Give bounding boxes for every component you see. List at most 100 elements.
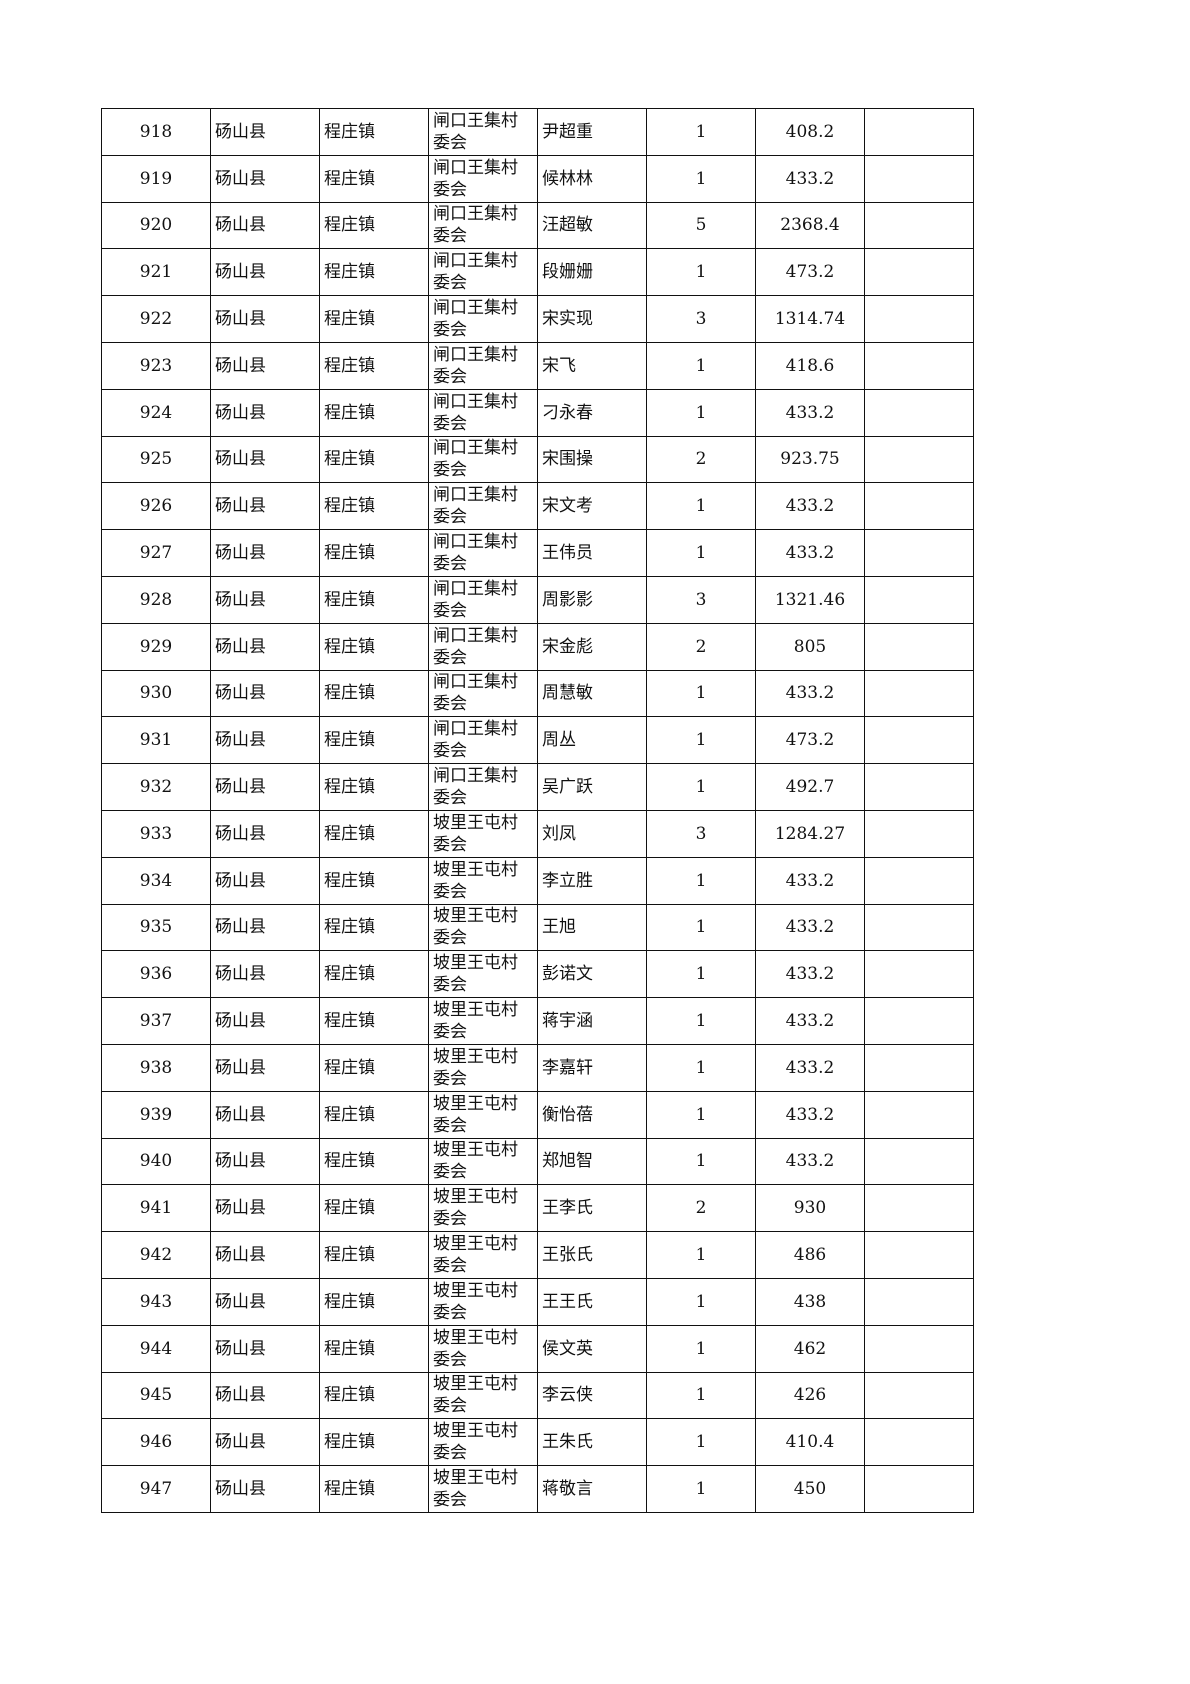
village-cell: 坡里王屯村委会 <box>428 1277 538 1326</box>
person-name-cell: 郑旭智 <box>537 1137 647 1186</box>
household-count-cell: 1 <box>646 1277 756 1326</box>
remark-cell <box>864 1043 974 1092</box>
remark-cell <box>864 669 974 718</box>
county-cell: 砀山县 <box>210 809 320 858</box>
amount-cell: 418.6 <box>755 341 865 390</box>
person-name-cell: 周慧敏 <box>537 669 647 718</box>
remark-cell <box>864 622 974 671</box>
town-cell: 程庄镇 <box>319 295 429 343</box>
remark-cell <box>864 997 974 1045</box>
table-row: 936 砀山县 程庄镇 坡里王屯村委会 彭诺文 1 433.2 <box>101 950 974 999</box>
household-count-cell: 1 <box>646 1371 756 1420</box>
row-number-cell: 935 <box>101 903 211 952</box>
data-table: 918 砀山县 程庄镇 闸口王集村委会 尹超重 1 408.2 919 砀山县 程庄镇 闸口王集村委… <box>101 108 974 1513</box>
household-count-cell: 1 <box>646 1418 756 1467</box>
table-row: 946 砀山县 程庄镇 坡里王屯村委会 王朱氏 1 410.4 <box>101 1418 974 1467</box>
household-count-cell: 3 <box>646 575 756 624</box>
table-row: 933 砀山县 程庄镇 坡里王屯村委会 刘凤 3 1284.27 <box>101 809 974 858</box>
amount-cell: 438 <box>755 1277 865 1326</box>
amount-cell: 473.2 <box>755 248 865 297</box>
person-name-cell: 李嘉轩 <box>537 1043 647 1092</box>
county-cell: 砀山县 <box>210 108 320 156</box>
household-count-cell: 1 <box>646 388 756 437</box>
amount-cell: 433.2 <box>755 154 865 203</box>
amount-cell: 805 <box>755 622 865 671</box>
amount-cell: 1321.46 <box>755 575 865 624</box>
table-row: 920 砀山县 程庄镇 闸口王集村委会 汪超敏 5 2368.4 <box>101 201 974 250</box>
household-count-cell: 1 <box>646 1137 756 1186</box>
household-count-cell: 1 <box>646 903 756 952</box>
row-number-cell: 924 <box>101 388 211 437</box>
amount-cell: 930 <box>755 1184 865 1233</box>
remark-cell <box>864 763 974 811</box>
village-cell: 坡里王屯村委会 <box>428 1090 538 1139</box>
town-cell: 程庄镇 <box>319 1371 429 1420</box>
town-cell: 程庄镇 <box>319 809 429 858</box>
person-name-cell: 刁永春 <box>537 388 647 437</box>
town-cell: 程庄镇 <box>319 1184 429 1233</box>
row-number-cell: 930 <box>101 669 211 718</box>
table-row: 938 砀山县 程庄镇 坡里王屯村委会 李嘉轩 1 433.2 <box>101 1043 974 1092</box>
county-cell: 砀山县 <box>210 1231 320 1279</box>
person-name-cell: 蒋敬言 <box>537 1465 647 1513</box>
county-cell: 砀山县 <box>210 1137 320 1186</box>
county-cell: 砀山县 <box>210 1418 320 1467</box>
village-cell: 坡里王屯村委会 <box>428 950 538 999</box>
row-number-cell: 947 <box>101 1465 211 1513</box>
village-cell: 坡里王屯村委会 <box>428 1465 538 1513</box>
town-cell: 程庄镇 <box>319 622 429 671</box>
household-count-cell: 1 <box>646 341 756 390</box>
county-cell: 砀山县 <box>210 575 320 624</box>
person-name-cell: 吴广跃 <box>537 763 647 811</box>
person-name-cell: 王王氏 <box>537 1277 647 1326</box>
town-cell: 程庄镇 <box>319 341 429 390</box>
person-name-cell: 宋飞 <box>537 341 647 390</box>
amount-cell: 433.2 <box>755 1137 865 1186</box>
amount-cell: 433.2 <box>755 903 865 952</box>
household-count-cell: 1 <box>646 1090 756 1139</box>
town-cell: 程庄镇 <box>319 1043 429 1092</box>
table-row: 940 砀山县 程庄镇 坡里王屯村委会 郑旭智 1 433.2 <box>101 1137 974 1186</box>
row-number-cell: 923 <box>101 341 211 390</box>
remark-cell <box>864 575 974 624</box>
household-count-cell: 1 <box>646 154 756 203</box>
county-cell: 砀山县 <box>210 201 320 250</box>
village-cell: 闸口王集村委会 <box>428 669 538 718</box>
town-cell: 程庄镇 <box>319 1137 429 1186</box>
town-cell: 程庄镇 <box>319 1231 429 1279</box>
town-cell: 程庄镇 <box>319 248 429 297</box>
county-cell: 砀山县 <box>210 1277 320 1326</box>
remark-cell <box>864 201 974 250</box>
row-number-cell: 940 <box>101 1137 211 1186</box>
remark-cell <box>864 1277 974 1326</box>
person-name-cell: 宋围操 <box>537 435 647 484</box>
remark-cell <box>864 108 974 156</box>
county-cell: 砀山县 <box>210 1465 320 1513</box>
county-cell: 砀山县 <box>210 1371 320 1420</box>
village-cell: 坡里王屯村委会 <box>428 1324 538 1373</box>
amount-cell: 492.7 <box>755 763 865 811</box>
amount-cell: 433.2 <box>755 856 865 905</box>
row-number-cell: 938 <box>101 1043 211 1092</box>
person-name-cell: 宋文考 <box>537 482 647 531</box>
amount-cell: 2368.4 <box>755 201 865 250</box>
household-count-cell: 1 <box>646 248 756 297</box>
household-count-cell: 1 <box>646 716 756 765</box>
remark-cell <box>864 1418 974 1467</box>
village-cell: 闸口王集村委会 <box>428 716 538 765</box>
table-row: 926 砀山县 程庄镇 闸口王集村委会 宋文考 1 433.2 <box>101 482 974 531</box>
row-number-cell: 925 <box>101 435 211 484</box>
town-cell: 程庄镇 <box>319 435 429 484</box>
household-count-cell: 5 <box>646 201 756 250</box>
table-row: 932 砀山县 程庄镇 闸口王集村委会 吴广跃 1 492.7 <box>101 763 974 811</box>
village-cell: 坡里王屯村委会 <box>428 809 538 858</box>
table-row: 943 砀山县 程庄镇 坡里王屯村委会 王王氏 1 438 <box>101 1277 974 1326</box>
table-row: 942 砀山县 程庄镇 坡里王屯村委会 王张氏 1 486 <box>101 1231 974 1279</box>
table-row: 937 砀山县 程庄镇 坡里王屯村委会 蒋宇涵 1 433.2 <box>101 997 974 1045</box>
table-row: 944 砀山县 程庄镇 坡里王屯村委会 侯文英 1 462 <box>101 1324 974 1373</box>
table-row: 922 砀山县 程庄镇 闸口王集村委会 宋实现 3 1314.74 <box>101 295 974 343</box>
remark-cell <box>864 1137 974 1186</box>
village-cell: 坡里王屯村委会 <box>428 1043 538 1092</box>
person-name-cell: 候林林 <box>537 154 647 203</box>
row-number-cell: 931 <box>101 716 211 765</box>
